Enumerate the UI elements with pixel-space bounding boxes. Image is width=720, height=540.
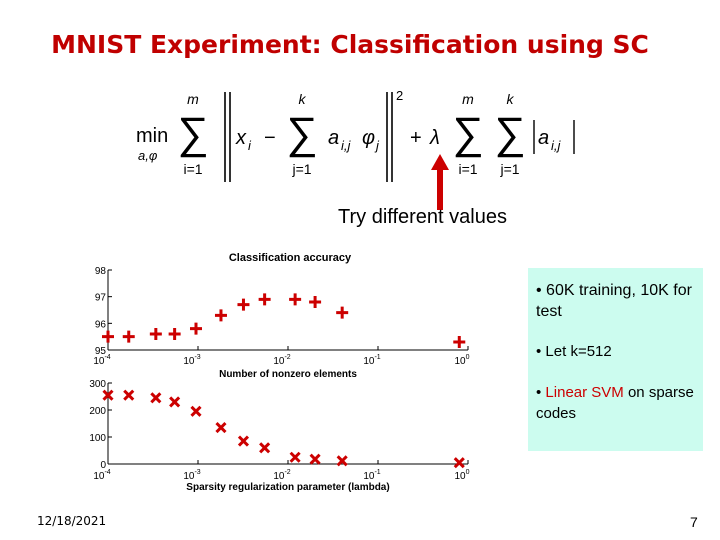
- y-tick-label: 0: [100, 460, 106, 471]
- formula-minus: −: [264, 127, 276, 149]
- y-tick-label: 98: [95, 266, 107, 277]
- formula-sum3-top: m: [462, 91, 474, 107]
- nonzero-point: [289, 451, 301, 463]
- accuracy-point: [122, 330, 135, 343]
- nonzero-point: [150, 392, 162, 404]
- y-tick-label: 200: [89, 406, 106, 417]
- formula-sum2-symbol: ∑: [286, 109, 317, 158]
- nonzero-point: [309, 453, 321, 465]
- accuracy-point: [258, 293, 271, 306]
- formula-sum4-top: k: [507, 91, 515, 107]
- nonzero-point: [336, 455, 348, 467]
- accuracy-point: [453, 336, 466, 348]
- y-tick-label: 95: [95, 346, 107, 357]
- formula-sum4-bottom: j=1: [499, 161, 519, 177]
- nonzero-point: [169, 396, 181, 408]
- y-tick-label: 100: [89, 433, 106, 444]
- x-tick-label: 10-2: [273, 469, 290, 482]
- bullet-k: • Let k=512: [536, 343, 612, 360]
- x-tick-label: 10-1: [363, 354, 380, 367]
- formula-sum2-bottom: j=1: [291, 161, 311, 177]
- accuracy-point: [336, 306, 349, 319]
- formula-sum1-top: m: [187, 91, 199, 107]
- formula-min-sub: a,φ: [138, 148, 158, 163]
- accuracy-point: [149, 328, 162, 340]
- nonzero-point: [102, 389, 114, 401]
- x-axis-label: Number of nonzero elements: [219, 369, 357, 380]
- formula-a: a: [328, 127, 339, 149]
- y-tick-label: 300: [89, 379, 106, 390]
- page-number: 7: [690, 514, 698, 530]
- bullet-svm-highlight: Linear SVM: [545, 384, 624, 401]
- slide-title: MNIST Experiment: Classification using S…: [51, 30, 649, 59]
- y-tick-label: 97: [95, 293, 107, 304]
- formula-x: x: [235, 127, 247, 149]
- y-tick-label: 96: [95, 319, 107, 330]
- nonzero-point: [453, 457, 465, 469]
- accuracy-point: [289, 293, 302, 306]
- formula-sum1-bottom: i=1: [183, 161, 202, 177]
- accuracy-point: [214, 309, 227, 322]
- accuracy-point: [309, 296, 322, 308]
- bullet-training-text: 60K training, 10K for test: [536, 282, 692, 320]
- bullet-training: • 60K training, 10K for test: [536, 282, 692, 320]
- chart-title: Classification accuracy: [229, 252, 352, 264]
- formula-sum3-symbol: ∑: [452, 109, 483, 158]
- formula-abs-a: a: [538, 127, 549, 149]
- arrow-caption: Try different values: [338, 206, 507, 228]
- nonzero-point: [215, 421, 227, 434]
- bullet-svm-text: on sparse codes: [536, 384, 694, 422]
- info-box: • 60K training, 10K for test • Let k=512…: [528, 268, 703, 451]
- formula-plus: +: [410, 127, 422, 149]
- bullet-svm: • Linear SVM on sparse codes: [536, 384, 694, 422]
- x-tick-label: 10-4: [93, 469, 110, 482]
- x-tick-label: 10-3: [183, 354, 200, 367]
- nonzero-point: [259, 442, 271, 454]
- formula-a-sub: i,j: [341, 138, 352, 153]
- accuracy-point: [102, 330, 114, 343]
- formula-sum4-symbol: ∑: [494, 109, 525, 158]
- x-tick-label: 10-3: [183, 469, 200, 482]
- bullet-k-text: Let k=512: [545, 343, 612, 360]
- formula-squared: 2: [396, 88, 403, 103]
- formula-abs-sub: i,j: [551, 138, 562, 153]
- formula-sum2-top: k: [299, 91, 307, 107]
- slide-date: 12/18/2021: [37, 514, 107, 528]
- formula-min: min: [136, 125, 168, 147]
- nonzero-point: [237, 435, 250, 447]
- x-axis-label: Sparsity regularization parameter (lambd…: [186, 482, 389, 493]
- formula-x-sub: i: [248, 138, 252, 153]
- x-tick-label: 100: [454, 469, 469, 482]
- x-tick-label: 10-1: [363, 469, 380, 482]
- formula-phi-sub: j: [374, 138, 380, 153]
- x-tick-label: 10-4: [93, 354, 110, 367]
- formula-lambda: λ: [429, 127, 440, 149]
- formula-phi: φ: [362, 127, 375, 149]
- accuracy-point: [168, 328, 181, 340]
- formula-sum3-bottom: i=1: [458, 161, 477, 177]
- x-tick-label: 10-2: [273, 354, 290, 367]
- x-tick-label: 100: [454, 354, 469, 367]
- nonzero-point: [190, 405, 202, 417]
- objective-formula: min a,φ m ∑ i=1 x i − k ∑ j=1 a i,j φ j …: [136, 88, 575, 182]
- nonzero-point: [123, 389, 135, 401]
- lambda-arrow-icon: [431, 154, 449, 210]
- formula-sum1-symbol: ∑: [177, 109, 208, 158]
- accuracy-point: [189, 322, 202, 335]
- accuracy-point: [237, 298, 250, 311]
